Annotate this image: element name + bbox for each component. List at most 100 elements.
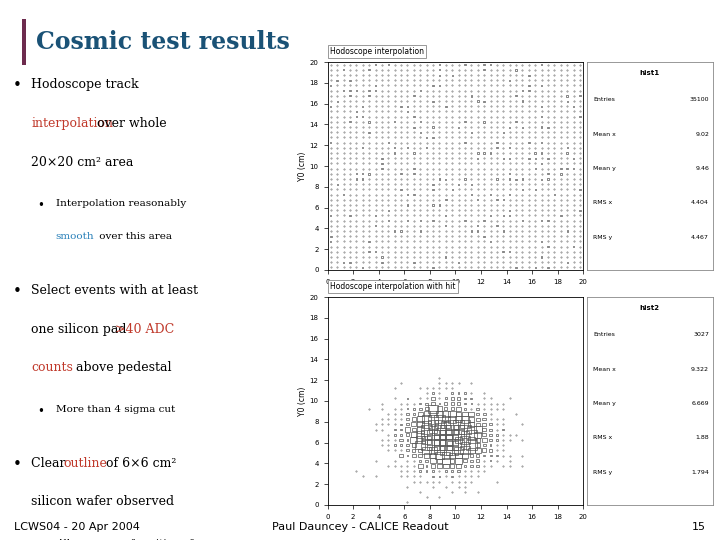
- Bar: [476, 423, 480, 426]
- Bar: [400, 434, 402, 436]
- Bar: [362, 267, 364, 268]
- Bar: [477, 158, 478, 159]
- Bar: [423, 447, 431, 454]
- Bar: [451, 402, 454, 405]
- Bar: [336, 100, 338, 102]
- Bar: [356, 111, 357, 112]
- Text: 6.669: 6.669: [691, 401, 709, 406]
- Bar: [407, 205, 408, 206]
- Text: RMS y: RMS y: [593, 470, 612, 475]
- Bar: [438, 205, 440, 206]
- Bar: [426, 465, 428, 467]
- Bar: [573, 246, 575, 247]
- Bar: [407, 439, 408, 441]
- Bar: [330, 241, 331, 242]
- Bar: [456, 464, 461, 468]
- Bar: [528, 142, 530, 143]
- Text: smooth: smooth: [55, 232, 94, 241]
- Bar: [416, 421, 424, 427]
- Text: Entries: Entries: [593, 97, 615, 103]
- Bar: [474, 432, 481, 437]
- Text: More than 4 sigma cut: More than 4 sigma cut: [55, 405, 175, 414]
- Bar: [356, 116, 357, 117]
- Bar: [522, 126, 523, 127]
- Bar: [413, 126, 415, 127]
- Bar: [451, 397, 454, 400]
- Bar: [343, 261, 344, 263]
- Bar: [410, 437, 418, 443]
- Bar: [541, 116, 542, 117]
- Bar: [438, 85, 440, 86]
- Bar: [438, 403, 440, 404]
- Bar: [356, 179, 357, 180]
- Bar: [436, 411, 444, 417]
- Bar: [399, 454, 403, 457]
- Bar: [418, 412, 423, 416]
- Bar: [438, 179, 440, 180]
- Bar: [471, 403, 472, 404]
- Bar: [489, 434, 492, 436]
- Bar: [547, 126, 549, 127]
- Bar: [460, 447, 469, 454]
- Bar: [454, 426, 464, 434]
- Bar: [420, 132, 421, 133]
- Bar: [482, 423, 486, 426]
- Bar: [369, 241, 370, 242]
- Bar: [541, 106, 542, 107]
- Bar: [541, 241, 542, 242]
- Bar: [516, 122, 517, 123]
- Bar: [547, 179, 549, 180]
- Bar: [446, 430, 458, 440]
- Bar: [453, 441, 464, 450]
- Bar: [567, 147, 568, 149]
- Bar: [451, 393, 453, 394]
- Bar: [415, 441, 425, 449]
- Bar: [387, 64, 389, 65]
- Bar: [461, 431, 469, 438]
- Bar: [476, 417, 480, 421]
- Bar: [440, 446, 451, 455]
- Bar: [420, 122, 421, 123]
- Bar: [413, 454, 415, 457]
- Bar: [336, 184, 338, 185]
- Text: hist1: hist1: [640, 70, 660, 77]
- Bar: [522, 100, 523, 102]
- Bar: [547, 158, 549, 159]
- Bar: [534, 158, 536, 159]
- Bar: [445, 225, 446, 226]
- Bar: [445, 256, 446, 258]
- Bar: [522, 220, 523, 221]
- Bar: [458, 393, 459, 394]
- Bar: [420, 425, 433, 434]
- Bar: [457, 402, 460, 405]
- Bar: [444, 407, 447, 410]
- Bar: [418, 454, 422, 457]
- Bar: [503, 429, 504, 430]
- Bar: [450, 464, 454, 468]
- Bar: [468, 416, 474, 422]
- Text: outline: outline: [63, 457, 107, 470]
- Bar: [469, 464, 473, 467]
- Text: 4.467: 4.467: [691, 235, 709, 240]
- Bar: [413, 413, 415, 415]
- Bar: [567, 100, 568, 102]
- Bar: [451, 476, 453, 477]
- Bar: [541, 85, 542, 86]
- Bar: [453, 430, 464, 440]
- Bar: [442, 416, 449, 422]
- Bar: [483, 152, 485, 154]
- Bar: [464, 178, 466, 180]
- Bar: [567, 231, 568, 232]
- Bar: [436, 407, 442, 411]
- Text: Hodoscope track: Hodoscope track: [32, 78, 139, 91]
- Bar: [477, 152, 479, 154]
- Bar: [503, 215, 504, 216]
- Bar: [435, 421, 444, 428]
- Bar: [343, 194, 344, 195]
- Bar: [534, 168, 536, 169]
- Bar: [387, 220, 389, 221]
- Text: Interpolation reasonably: Interpolation reasonably: [55, 199, 186, 208]
- Text: counts: counts: [32, 361, 73, 374]
- Bar: [369, 132, 370, 133]
- Bar: [435, 452, 444, 459]
